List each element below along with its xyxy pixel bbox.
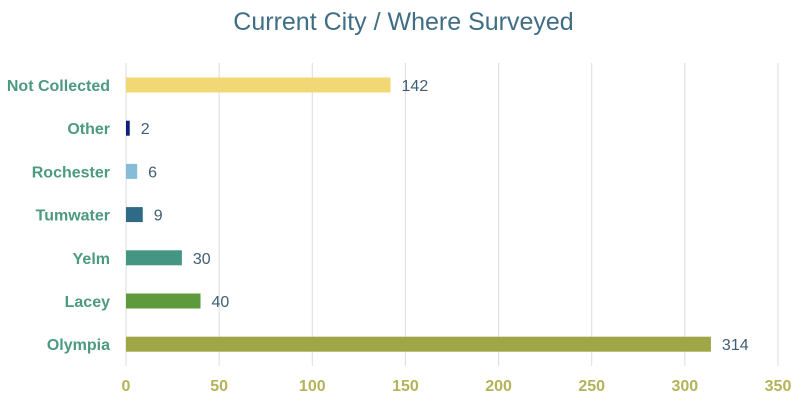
x-tick-label-4: 200 [485,378,512,395]
value-label-0: 142 [402,78,429,95]
x-tick-label-3: 150 [392,378,419,395]
chart-title: Current City / Where Surveyed [233,8,574,36]
value-label-5: 40 [212,294,230,311]
value-label-6: 314 [722,337,749,354]
bar-5 [126,293,201,309]
category-label-0: Not Collected [7,78,110,95]
x-tick-label-1: 50 [210,378,228,395]
x-tick-label-2: 100 [299,378,326,395]
category-label-2: Rochester [32,164,110,181]
value-label-1: 2 [141,121,150,138]
category-label-6: Olympia [47,337,110,354]
bar-3 [126,207,143,223]
x-tick-label-7: 350 [765,378,792,395]
category-label-1: Other [67,121,110,138]
x-tick-label-6: 300 [672,378,699,395]
value-label-2: 6 [148,164,157,181]
x-tick-label-0: 0 [122,378,131,395]
bar-4 [126,250,182,266]
category-label-4: Yelm [73,251,110,268]
bar-2 [126,163,138,179]
bar-0 [126,77,391,93]
value-label-4: 30 [193,251,211,268]
x-tick-label-5: 250 [578,378,605,395]
category-label-3: Tumwater [36,208,110,225]
category-label-5: Lacey [65,294,110,311]
value-label-3: 9 [154,208,163,225]
bar-6 [126,336,711,352]
bar-1 [126,120,130,136]
